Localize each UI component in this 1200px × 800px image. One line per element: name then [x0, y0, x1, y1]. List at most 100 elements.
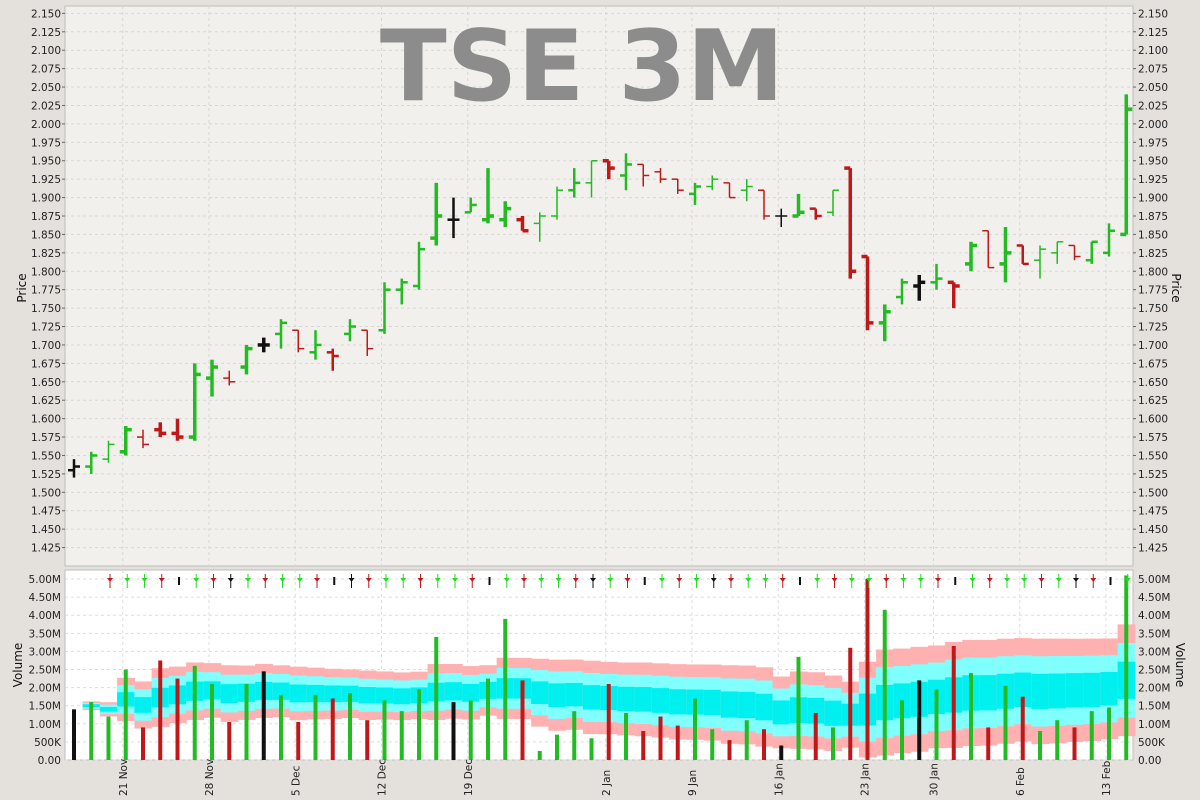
volume-band-core	[393, 688, 411, 705]
volume-band-core	[1014, 672, 1032, 708]
price-tick-label: 1.700	[31, 340, 61, 352]
volume-bar	[969, 673, 973, 760]
signal-marker	[590, 574, 596, 588]
volume-tick-label: 1.50M	[29, 701, 61, 713]
price-tick-label: 1.625	[1138, 395, 1168, 407]
signal-marker	[1038, 574, 1045, 588]
signal-marker	[193, 574, 200, 588]
volume-bar	[451, 702, 456, 760]
price-tick-label: 2.000	[1138, 119, 1168, 131]
volume-band-core	[772, 700, 791, 725]
volume-band-core	[720, 691, 739, 718]
signal-arrow	[1038, 578, 1045, 582]
volume-bar	[279, 694, 283, 760]
price-tick-label: 1.775	[1138, 285, 1168, 297]
price-tick-label: 1.475	[1138, 506, 1168, 518]
signal-marker	[503, 574, 510, 588]
volume-band-core	[220, 684, 239, 704]
signal-marker	[488, 577, 491, 585]
price-tick-label: 1.650	[31, 377, 61, 389]
volume-bar	[1020, 696, 1025, 760]
volume-bar	[382, 700, 387, 760]
signal-marker	[469, 574, 476, 588]
price-tick-label: 1.850	[1138, 229, 1168, 241]
price-tick-label: 1.525	[1138, 469, 1168, 481]
volume-bar	[1055, 720, 1060, 760]
volume-bar	[589, 738, 594, 760]
signal-tick	[799, 577, 801, 585]
volume-band-core	[462, 683, 480, 702]
date-tick-label: 2 Jan	[601, 770, 613, 796]
volume-bar	[572, 711, 577, 760]
price-tick-label: 1.450	[31, 524, 61, 536]
signal-marker	[262, 574, 269, 588]
volume-band-core	[651, 688, 670, 713]
volume-bar	[227, 722, 232, 760]
price-tick-label: 1.900	[31, 193, 61, 205]
price-tick-label: 1.775	[31, 285, 61, 297]
volume-bar	[486, 678, 490, 760]
signal-arrow	[659, 578, 665, 582]
signal-marker	[848, 574, 855, 588]
signal-arrow	[1055, 578, 1062, 582]
signal-arrow	[1004, 578, 1010, 582]
price-tick-label: 1.425	[1138, 543, 1168, 555]
signal-arrow	[710, 578, 717, 582]
volume-tick-label: 2.00M	[29, 683, 61, 695]
volume-bar	[1003, 685, 1008, 760]
signal-arrow	[521, 578, 527, 582]
volume-band-core	[134, 697, 153, 713]
volume-bar	[1038, 731, 1042, 760]
volume-band-core	[375, 687, 394, 704]
signal-marker	[1090, 574, 1097, 588]
date-tick-label: 16 Jan	[773, 763, 785, 796]
signal-marker	[954, 577, 957, 585]
volume-band-core	[1048, 673, 1067, 709]
volume-bands	[82, 624, 1136, 758]
signal-marker	[383, 574, 389, 588]
price-axis-label-left: Price	[15, 273, 29, 302]
signal-marker	[227, 574, 234, 588]
volume-tick-label: 3.50M	[29, 628, 61, 640]
price-tick-label: 1.525	[31, 469, 61, 481]
volume-band-core	[617, 686, 636, 712]
signal-arrow	[969, 578, 976, 582]
volume-bar	[986, 727, 991, 760]
signal-tick	[178, 577, 180, 585]
price-tick-label: 2.100	[1138, 45, 1168, 57]
volume-band-core	[582, 685, 601, 710]
signal-marker	[728, 574, 734, 588]
signal-marker	[107, 574, 113, 588]
signal-arrow	[1073, 578, 1079, 582]
signal-marker	[1055, 574, 1062, 588]
price-tick-label: 1.750	[1138, 303, 1168, 315]
volume-bar	[365, 720, 370, 760]
volume-band-core	[548, 683, 567, 708]
volume-bar	[934, 689, 939, 760]
volume-bar	[1072, 727, 1077, 760]
volume-tick-label: 1.00M	[29, 719, 61, 731]
volume-tick-label: 5.00M	[29, 574, 61, 586]
signal-marker	[710, 574, 717, 588]
volume-band-core	[1031, 673, 1050, 710]
signal-arrow	[1021, 578, 1028, 582]
price-tick-label: 2.150	[1138, 8, 1168, 20]
signal-arrow	[469, 578, 476, 582]
price-tick-label: 1.600	[1138, 414, 1168, 426]
volume-bar	[210, 684, 214, 760]
signal-arrow	[848, 578, 855, 582]
signal-arrow	[279, 578, 286, 582]
price-tick-label: 1.575	[1138, 432, 1168, 444]
volume-ticks-right: 5.00M 4.50M 4.00M 3.50M 3.00M 2.50M 2.00M 1.50M…	[1138, 574, 1170, 767]
signal-arrow	[503, 578, 510, 582]
signal-arrow	[728, 578, 734, 582]
signal-arrow	[814, 578, 821, 582]
signal-marker	[1073, 574, 1079, 588]
volume-band-core	[1100, 672, 1119, 706]
signal-marker	[210, 574, 217, 588]
volume-bar	[72, 709, 76, 760]
volume-bar	[417, 689, 421, 760]
volume-band-core	[565, 682, 584, 707]
price-tick-label: 1.975	[31, 137, 61, 149]
